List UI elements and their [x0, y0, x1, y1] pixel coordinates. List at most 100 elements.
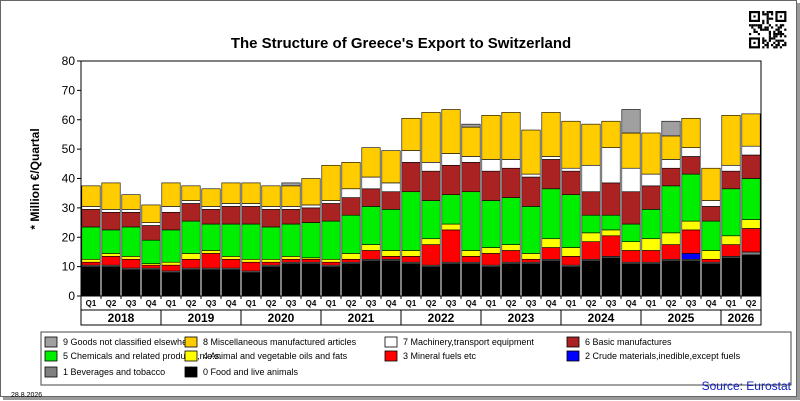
- bar-segment-6: [301, 207, 321, 223]
- bar-segment-5: [421, 200, 441, 240]
- qr-module: [779, 33, 782, 36]
- bar-segment-0: [341, 263, 361, 297]
- bar-segment-5: [401, 191, 421, 251]
- bar-segment-3: [741, 228, 761, 253]
- legend-swatch-8: [184, 336, 198, 348]
- bar-segment-0: [521, 263, 541, 297]
- legend-swatch-6: [566, 336, 580, 348]
- bar-segment-3: [421, 244, 441, 266]
- y-axis-label: * Million €/Quartal: [28, 128, 42, 229]
- bar-segment-4: [81, 258, 101, 263]
- bar-segment-4: [661, 232, 681, 245]
- legend: 9 Goods not classified elsewhere 8 Miscel…: [44, 336, 741, 378]
- bar-segment-3: [661, 244, 681, 260]
- bar-segment-5: [221, 223, 241, 257]
- bar-segment-8: [621, 132, 641, 169]
- bar-segment-7: [541, 156, 561, 160]
- bar-segment-0: [301, 263, 321, 297]
- qr-module: [762, 28, 765, 31]
- bar-segment-5: [141, 239, 161, 264]
- bar-segment-5: [461, 191, 481, 251]
- qr-module: [771, 11, 774, 14]
- bar-segment-7: [401, 150, 421, 163]
- bar-segment-5: [681, 173, 701, 222]
- bar-segment-7: [601, 147, 621, 184]
- bar-segment-3: [581, 241, 601, 260]
- bar-segment-0: [481, 266, 501, 297]
- qr-module: [757, 26, 760, 29]
- bar-segment-0: [701, 263, 721, 297]
- qr-finder-dot: [753, 41, 756, 44]
- bar-segment-8: [581, 123, 601, 166]
- bar-segment-3: [701, 258, 721, 263]
- y-tick-label: 70: [62, 83, 76, 97]
- bar-segment-3: [101, 256, 121, 266]
- bar-segment-7: [641, 173, 661, 187]
- bar-segment-8: [181, 185, 201, 201]
- bar-segment-7: [221, 203, 241, 207]
- bar-segment-6: [161, 211, 181, 231]
- year-label: 2020: [268, 311, 295, 325]
- bar-segment-5: [661, 185, 681, 234]
- bar-segment-7: [361, 176, 381, 190]
- bar-segment-5: [481, 200, 501, 248]
- qr-module: [782, 44, 785, 47]
- bar-segment-7: [421, 162, 441, 172]
- quarter-label: Q3: [526, 299, 537, 308]
- quarter-label: Q3: [446, 299, 457, 308]
- bar-segment-7: [181, 200, 201, 204]
- x-axis-quarters: Q1 Q2 Q3 Q4 Q1 Q2 Q3 Q4 Q1 Q2 Q3 Q4 Q1 Q2 Q3 Q4 Q1 Q2 Q3 Q4…: [80, 295, 762, 311]
- legend-swatch-4: [184, 350, 198, 362]
- quarter-label: Q3: [366, 299, 377, 308]
- bar-segment-6: [541, 159, 561, 190]
- chart-title: The Structure of Greece's Export to Swit…: [231, 35, 571, 52]
- quarter-label: Q2: [106, 299, 117, 308]
- legend-label-7: 7 Machinery,transport equipment: [403, 337, 534, 347]
- y-tick-label: 10: [62, 260, 76, 274]
- qr-module: [773, 46, 776, 49]
- bar-segment-6: [361, 188, 381, 207]
- qr-module: [768, 39, 771, 42]
- qr-module: [766, 11, 769, 14]
- qr-module: [779, 24, 782, 27]
- legend-label-1: 1 Beverages and tobacco: [63, 367, 165, 377]
- bar-segment-0: [241, 272, 261, 297]
- quarter-label: Q1: [246, 299, 257, 308]
- qr-module: [753, 28, 756, 31]
- qr-code-icon: [748, 10, 788, 50]
- qr-module: [775, 46, 778, 49]
- legend-label-4: 4 Animal and vegetable oils and fats: [203, 351, 348, 361]
- qr-module: [768, 17, 771, 20]
- year-label: 2025: [668, 311, 695, 325]
- qr-module: [766, 13, 769, 16]
- bar-segment-5: [601, 214, 621, 231]
- bar-segment-7: [161, 206, 181, 213]
- bar-segment-4: [161, 261, 181, 266]
- bar-segment-5: [341, 214, 361, 254]
- qr-module: [764, 39, 767, 42]
- bar-segment-3: [281, 258, 301, 263]
- quarter-label: Q4: [466, 299, 477, 308]
- bar-segment-5: [201, 223, 221, 251]
- bar-segment-3: [301, 258, 321, 263]
- bar-segment-0: [281, 263, 301, 297]
- legend-swatch-3: [384, 350, 398, 362]
- qr-module: [775, 35, 778, 38]
- qr-finder-dot: [753, 15, 756, 18]
- bar-segment-4: [461, 250, 481, 257]
- bar-segment-4: [541, 238, 561, 248]
- bar-segment-3: [541, 247, 561, 260]
- bar-segment-8: [281, 185, 301, 207]
- qr-module: [749, 33, 752, 36]
- bar-segment-3: [461, 256, 481, 263]
- bar-segment-0: [661, 260, 681, 297]
- quarter-label: Q2: [186, 299, 197, 308]
- bar-segment-5: [541, 188, 561, 240]
- legend-label-2: 2 Crude materials,inedible,except fuels: [585, 351, 741, 361]
- bar-segment-3: [341, 258, 361, 263]
- bar-segment-4: [701, 250, 721, 260]
- year-row: [80, 309, 762, 326]
- bar-segment-3: [121, 258, 141, 269]
- qr-module: [764, 44, 767, 47]
- year-label: 2026: [728, 311, 755, 325]
